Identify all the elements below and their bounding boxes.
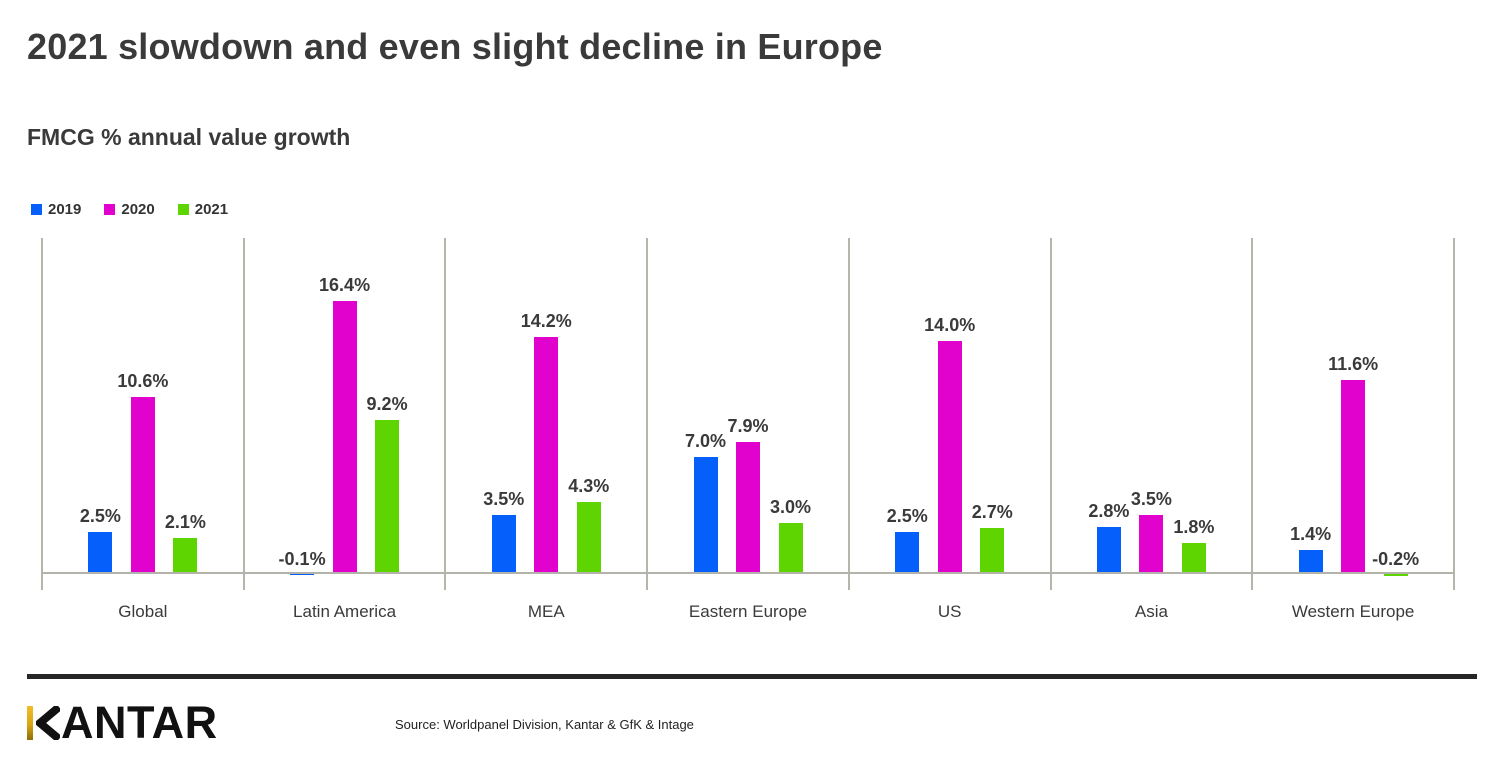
value-label: 3.5% [1130, 488, 1172, 509]
bar-2020-eastern-europe [736, 441, 760, 573]
legend-label: 2019 [48, 201, 82, 218]
grid-separator [1453, 238, 1455, 590]
value-label: -0.2% [1372, 549, 1420, 569]
bar-2021-us [980, 528, 1005, 573]
grid-separator [646, 238, 648, 590]
category-label-us: US [937, 602, 962, 621]
kantar-logo-text: ANTAR [61, 697, 218, 748]
legend-item-2019: 2019 [31, 201, 81, 218]
legend-item-2020: 2020 [104, 201, 155, 218]
bar-2020-asia [1139, 514, 1164, 573]
grid-separator [41, 238, 43, 590]
legend-swatch-2019 [31, 204, 42, 215]
value-label: 2.1% [164, 512, 206, 533]
bar-2019-mea [491, 514, 516, 573]
x-axis-line [42, 572, 1454, 574]
kantar-logo: ANTAR [27, 697, 218, 748]
bar-2021-latin-america [375, 420, 400, 573]
grid-separator [848, 238, 850, 590]
value-label: 1.8% [1173, 517, 1215, 538]
category-label-western-europe: Western Europe [1291, 602, 1415, 621]
bar-2020-global [130, 397, 155, 573]
value-label: 1.4% [1290, 523, 1332, 544]
value-label: 9.2% [366, 394, 408, 415]
category-label-global: Global [118, 602, 168, 621]
kantar-logo-gold-stem [27, 706, 33, 740]
bar-2021-mea [576, 501, 601, 573]
grid-separator [1050, 238, 1052, 590]
legend-label: 2021 [194, 201, 229, 218]
bar-2021-global [173, 538, 198, 573]
bar-2019-western-europe [1298, 549, 1323, 573]
category-label-eastern-europe: Eastern Europe [688, 602, 808, 621]
value-label: 3.0% [769, 497, 812, 518]
category-label-mea: MEA [527, 602, 565, 621]
legend-label: 2020 [121, 201, 155, 218]
page-title: 2021 slowdown and even slight decline in… [27, 26, 883, 67]
category-label-latin-america: Latin America [293, 602, 397, 621]
value-label: -0.1% [278, 549, 326, 569]
bar-2019-eastern-europe [693, 456, 718, 573]
grid-separator [243, 238, 245, 590]
bar-2021-eastern-europe [778, 523, 803, 573]
bar-2019-us [895, 531, 920, 573]
bar-2020-mea [534, 337, 559, 573]
bar-2019-global [88, 531, 113, 573]
legend-swatch-2020 [104, 204, 116, 215]
value-label: 2.7% [971, 502, 1013, 523]
value-label: 7.9% [727, 415, 769, 436]
value-label: 2.8% [1088, 500, 1130, 521]
value-label: 2.5% [886, 505, 928, 526]
value-label: 14.2% [520, 311, 572, 332]
bar-2020-latin-america [332, 300, 357, 573]
kantar-logo-k-icon [36, 706, 60, 740]
source-text: Source: Worldpanel Division, Kantar & Gf… [395, 717, 694, 732]
legend-item-2021: 2021 [177, 201, 229, 218]
value-label: 2.5% [79, 505, 121, 526]
bar-chart: 2.5% 10.6% 2.1% -0.1% 16.4% 9.2% 3.5% 14.2% 4.3%… [41, 238, 1455, 590]
value-label: 10.6% [117, 371, 169, 392]
bar-2020-us [937, 340, 962, 573]
value-label: 16.4% [319, 274, 371, 295]
value-label: 7.0% [684, 430, 727, 451]
page-subtitle: FMCG % annual value growth [27, 124, 351, 150]
bar-2021-asia [1181, 543, 1206, 573]
value-label: 3.5% [483, 488, 525, 509]
value-label: 11.6% [1328, 354, 1379, 375]
chart-legend: 2019 2020 2021 [31, 201, 228, 218]
bar-2020-western-europe [1341, 380, 1366, 573]
value-label: 4.3% [568, 475, 610, 496]
bar-2019-asia [1096, 526, 1121, 573]
footer-divider [27, 674, 1477, 679]
legend-swatch-2021 [177, 204, 189, 215]
category-label-asia: Asia [1134, 602, 1168, 621]
grid-separator [1251, 238, 1253, 590]
category-labels: Global Latin America MEA Eastern Europe US As… [42, 602, 1454, 626]
bar-2021-western-europe [1383, 573, 1408, 577]
grid-separator [444, 238, 446, 590]
value-label: 14.0% [924, 314, 976, 335]
